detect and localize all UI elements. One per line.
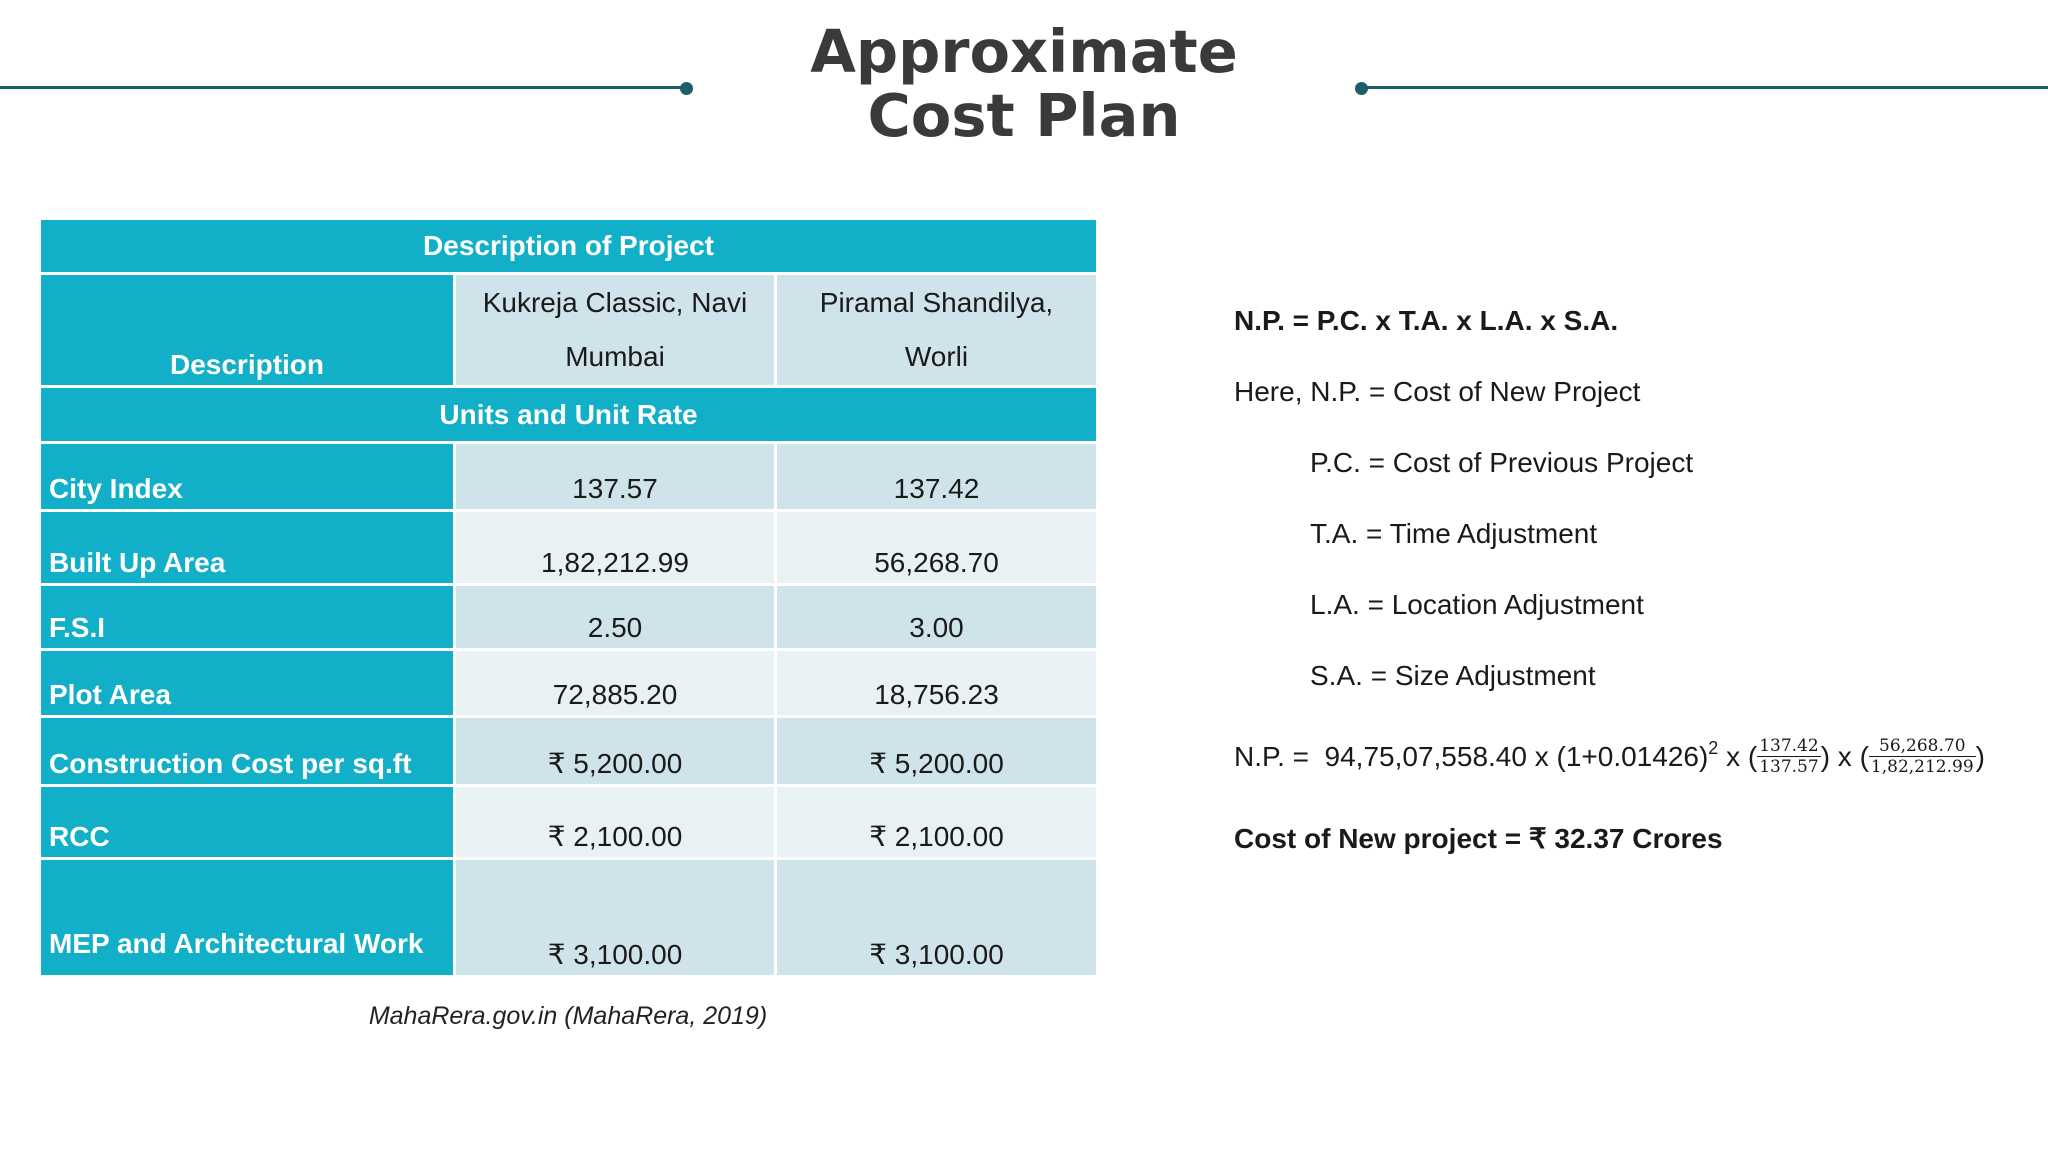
row-value: ₹ 5,200.00 [774, 715, 1099, 787]
table-row: F.S.I 2.50 3.00 [38, 583, 1099, 651]
project-2-name: Piramal Shandilya, Worli [774, 272, 1099, 388]
table-row: MEP and Architectural Work ₹ 3,100.00 ₹ … [38, 857, 1099, 978]
row-value: 72,885.20 [453, 648, 777, 718]
row-value: 56,268.70 [774, 509, 1099, 586]
definition-pc: P.C. = Cost of Previous Project [1310, 447, 1694, 478]
section-header: Units and Unit Rate [38, 385, 1099, 444]
formula-main: N.P. = P.C. x T.A. x L.A. x S.A. [1234, 305, 1619, 336]
title-dot-right [1355, 82, 1368, 95]
row-value: 1,82,212.99 [453, 509, 777, 586]
table-row: Built Up Area 1,82,212.99 56,268.70 [38, 509, 1099, 586]
calc-exponent: 2 [1708, 738, 1719, 758]
project-1-name: Kukreja Classic, Navi Mumbai [453, 272, 777, 388]
table-header: Description of Project [38, 217, 1099, 275]
formula-here: Here, N.P. = Cost of New Project [1234, 376, 1641, 407]
formula-calculation: N.P. = 94,75,07,558.40 x (1+0.01426) 2 x … [1234, 736, 1985, 777]
row-value: 137.57 [453, 441, 777, 512]
title-dot-left [680, 82, 693, 95]
definition-la: L.A. = Location Adjustment [1310, 589, 1644, 620]
table-row: RCC ₹ 2,100.00 ₹ 2,100.00 [38, 784, 1099, 860]
row-label: RCC [38, 784, 456, 860]
calc-prefix: N.P. = 94,75,07,558.40 x (1+0.01426) [1234, 740, 1709, 772]
table-row: City Index 137.57 137.42 [38, 441, 1099, 512]
fraction-1-denominator: 137.57 [1759, 757, 1819, 777]
row-label: Construction Cost per sq.ft [38, 715, 456, 787]
fraction-2-denominator: 1,82,212.99 [1870, 757, 1974, 777]
calc-times-2: ) x ( [1820, 740, 1869, 772]
definition-sa: S.A. = Size Adjustment [1310, 660, 1596, 691]
calc-times-1: x ( [1718, 740, 1758, 772]
description-label: Description [38, 272, 456, 388]
calc-close: ) [1975, 740, 1985, 772]
row-label: City Index [38, 441, 456, 512]
fraction-1-numerator: 137.42 [1757, 736, 1821, 757]
formula-result: Cost of New project = ₹ 32.37 Crores [1234, 823, 1723, 854]
definition-ta: T.A. = Time Adjustment [1310, 518, 1598, 549]
fraction-2-numerator: 56,268.70 [1868, 736, 1976, 757]
row-value: 18,756.23 [774, 648, 1099, 718]
row-value: ₹ 2,100.00 [774, 784, 1099, 860]
title-line-left [0, 86, 686, 89]
fraction-city-index: 137.42 137.57 [1757, 736, 1821, 777]
row-label: Built Up Area [38, 509, 456, 586]
row-value: 3.00 [774, 583, 1099, 651]
row-label: Plot Area [38, 648, 456, 718]
row-value: 137.42 [774, 441, 1099, 512]
row-label: F.S.I [38, 583, 456, 651]
row-value: ₹ 3,100.00 [453, 857, 777, 978]
project-table: Description of Project Description Kukre… [38, 217, 1099, 978]
source-caption: MahaRera.gov.in (MahaRera, 2019) [368, 1002, 768, 1030]
title-line-1: Approximate [810, 17, 1238, 86]
row-value: ₹ 5,200.00 [453, 715, 777, 787]
row-value: ₹ 2,100.00 [453, 784, 777, 860]
page-title: Approximate Cost Plan [724, 20, 1324, 148]
title-line-2: Cost Plan [867, 81, 1181, 150]
fraction-built-up-area: 56,268.70 1,82,212.99 [1868, 736, 1976, 777]
row-value: ₹ 3,100.00 [774, 857, 1099, 978]
row-label: MEP and Architectural Work [38, 857, 456, 978]
table-row: Construction Cost per sq.ft ₹ 5,200.00 ₹… [38, 715, 1099, 787]
row-value: 2.50 [453, 583, 777, 651]
table-row: Plot Area 72,885.20 18,756.23 [38, 648, 1099, 718]
title-line-right [1362, 86, 2048, 89]
